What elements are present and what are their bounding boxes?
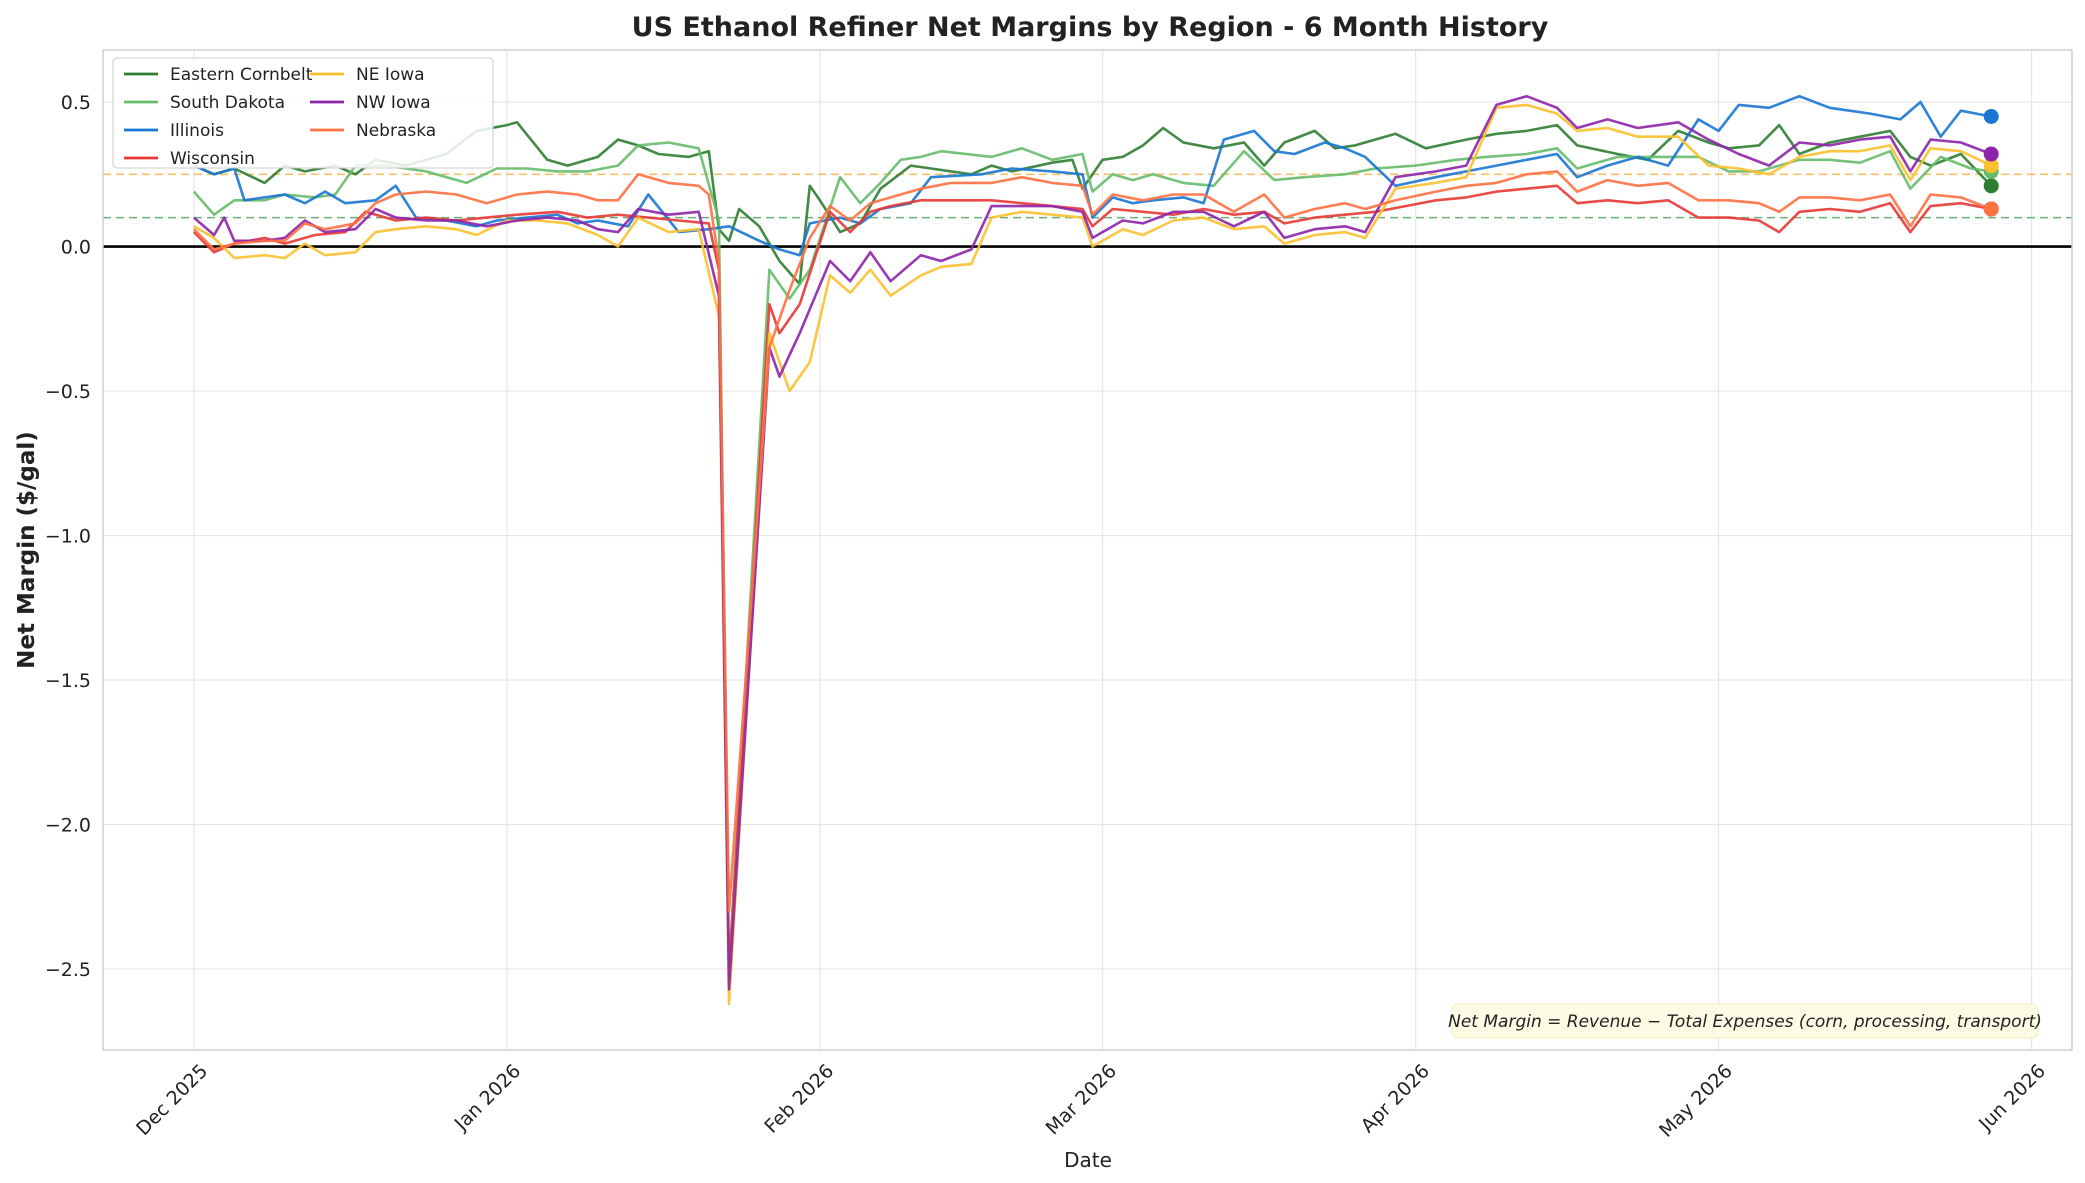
- series-line-0: [193, 121, 1993, 286]
- legend-label: Illinois: [170, 121, 224, 141]
- series-endpoints: [1983, 108, 1999, 217]
- legend: Eastern Cornbelt South Dakota Illinois Wisc…: [112, 57, 494, 169]
- series-line-1: [192, 141, 1992, 971]
- x-axis-label: Date: [1064, 1148, 1112, 1172]
- legend-label: Eastern Cornbelt: [170, 65, 313, 85]
- series-endpoint-marker: [1983, 178, 1999, 194]
- legend-label: NW Iowa: [356, 93, 431, 113]
- formula-note-box: [1451, 1003, 2039, 1039]
- y-axis-ticks: 0.5 0.0 −0.5 −1.0 −1.5 −2.0 −2.5: [45, 92, 91, 981]
- y-tick-label: −0.5: [45, 381, 91, 403]
- plot-frame: [102, 49, 2073, 1051]
- y-tick-label: −2.5: [45, 959, 91, 981]
- series-endpoint-marker: [1983, 158, 1999, 174]
- legend-box: [112, 57, 494, 169]
- y-tick-label: −1.5: [45, 670, 91, 692]
- legend-label: South Dakota: [170, 93, 285, 113]
- legend-label: NE Iowa: [356, 65, 425, 85]
- legend-label: Nebraska: [356, 121, 436, 141]
- series-endpoint-marker: [1983, 201, 1999, 217]
- formula-note-text: Net Margin = Revenue − Total Expenses (c…: [1448, 1012, 2042, 1032]
- series-lines: [192, 94, 1993, 1006]
- y-tick-label: 0.5: [61, 92, 91, 114]
- series-line-6: [192, 170, 1992, 913]
- legend-label: Wisconsin: [170, 149, 255, 169]
- series-line-5: [193, 94, 1992, 991]
- y-tick-label: 0.0: [61, 237, 91, 259]
- series-endpoint-marker: [1983, 146, 1999, 162]
- y-tick-label: −1.0: [45, 526, 91, 548]
- series-line-4: [193, 103, 1992, 1006]
- series-endpoint-marker: [1983, 108, 1999, 124]
- y-tick-label: −2.0: [45, 815, 91, 837]
- y-axis-label: Net Margin ($/gal): [14, 431, 40, 669]
- chart-title: US Ethanol Refiner Net Margins by Region…: [632, 12, 1549, 43]
- formula-note: Net Margin = Revenue − Total Expenses (c…: [1448, 1003, 2042, 1039]
- series-line-3: [192, 184, 1992, 977]
